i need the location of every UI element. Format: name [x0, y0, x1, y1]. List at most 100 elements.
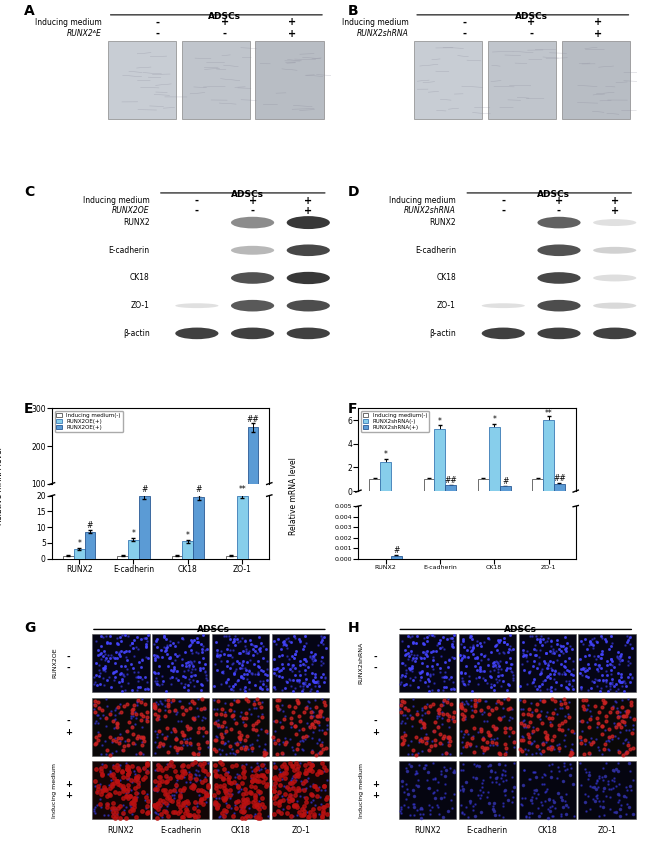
Bar: [183, 541, 193, 559]
Text: H: H: [347, 620, 359, 635]
Bar: [424, 479, 434, 491]
Text: -: -: [529, 29, 533, 39]
Ellipse shape: [231, 246, 274, 254]
Text: Inducing medium: Inducing medium: [83, 197, 150, 205]
Text: E-cadherin: E-cadherin: [109, 246, 150, 254]
Bar: [172, 556, 183, 559]
Text: E-cadherin: E-cadherin: [415, 246, 456, 254]
Text: -: -: [557, 206, 561, 216]
Text: ZO-1: ZO-1: [131, 301, 150, 310]
Bar: [391, 556, 402, 559]
Text: -: -: [156, 29, 160, 39]
Text: E-cadherin: E-cadherin: [161, 825, 202, 835]
Text: B: B: [347, 4, 358, 18]
Text: RUNX2OE: RUNX2OE: [112, 207, 150, 215]
Ellipse shape: [593, 303, 636, 309]
FancyBboxPatch shape: [108, 41, 176, 119]
Ellipse shape: [231, 217, 274, 228]
FancyBboxPatch shape: [399, 698, 456, 756]
Text: #: #: [141, 485, 148, 494]
Bar: [478, 479, 489, 491]
Text: ADSCs: ADSCs: [537, 190, 570, 199]
Text: -: -: [250, 206, 255, 216]
Text: RUNX2: RUNX2: [414, 825, 441, 835]
FancyBboxPatch shape: [414, 41, 482, 119]
Text: D: D: [347, 186, 359, 199]
Text: E: E: [24, 403, 34, 416]
FancyBboxPatch shape: [92, 762, 150, 820]
Bar: [543, 420, 554, 491]
Bar: [489, 427, 500, 491]
Text: -: -: [462, 29, 466, 39]
Bar: [193, 497, 204, 559]
FancyBboxPatch shape: [399, 634, 456, 692]
FancyBboxPatch shape: [272, 698, 329, 756]
Text: ##: ##: [246, 415, 259, 425]
Text: *: *: [492, 415, 496, 425]
FancyBboxPatch shape: [519, 698, 576, 756]
Text: *: *: [438, 417, 442, 426]
Ellipse shape: [538, 300, 580, 311]
Text: +: +: [594, 17, 602, 27]
Ellipse shape: [176, 328, 218, 340]
Bar: [139, 495, 150, 559]
Text: *: *: [131, 529, 135, 538]
FancyBboxPatch shape: [272, 634, 329, 692]
FancyBboxPatch shape: [519, 762, 576, 820]
Bar: [500, 487, 510, 491]
FancyBboxPatch shape: [488, 41, 556, 119]
Text: ADSCs: ADSCs: [208, 12, 241, 21]
Bar: [63, 556, 73, 559]
Text: -: -: [67, 653, 71, 662]
Text: CK18: CK18: [538, 825, 557, 835]
Ellipse shape: [593, 220, 636, 226]
Text: ADSCs: ADSCs: [504, 625, 536, 634]
Bar: [117, 556, 128, 559]
Text: +: +: [555, 196, 563, 206]
Bar: [369, 479, 380, 491]
Text: +: +: [304, 206, 313, 216]
FancyBboxPatch shape: [92, 634, 150, 692]
Text: Inducing medium: Inducing medium: [389, 197, 456, 205]
Bar: [434, 429, 445, 491]
Text: Inducing medium: Inducing medium: [35, 18, 102, 27]
FancyBboxPatch shape: [459, 698, 516, 756]
Text: -: -: [373, 664, 377, 673]
Text: CK18: CK18: [130, 273, 150, 283]
Text: #: #: [502, 477, 508, 486]
Y-axis label: Relative mRNA level: Relative mRNA level: [0, 448, 4, 525]
Bar: [226, 556, 237, 559]
Text: -: -: [195, 206, 199, 216]
Text: ##: ##: [553, 474, 566, 483]
Text: +: +: [248, 196, 257, 206]
Ellipse shape: [287, 244, 330, 256]
Text: +: +: [287, 29, 296, 39]
Text: +: +: [304, 196, 313, 206]
Ellipse shape: [538, 217, 580, 228]
Text: +: +: [220, 17, 229, 27]
Text: RUNX2OE: RUNX2OE: [52, 648, 57, 678]
Text: ZO-1: ZO-1: [437, 301, 456, 310]
FancyBboxPatch shape: [212, 698, 269, 756]
Text: -: -: [373, 717, 377, 726]
Text: -: -: [223, 29, 227, 39]
Text: RUNX2ᴬE: RUNX2ᴬE: [67, 30, 102, 38]
Ellipse shape: [538, 328, 580, 340]
Text: ZO-1: ZO-1: [291, 825, 310, 835]
FancyBboxPatch shape: [578, 698, 636, 756]
Bar: [73, 549, 84, 559]
Text: #: #: [196, 485, 202, 494]
Text: RUNX2: RUNX2: [123, 218, 150, 227]
Bar: [532, 479, 543, 491]
Text: A: A: [24, 4, 35, 18]
Text: C: C: [24, 186, 34, 199]
Text: RUNX2: RUNX2: [108, 825, 135, 835]
Text: +: +: [372, 780, 379, 790]
Text: G: G: [24, 620, 36, 635]
Text: **: **: [239, 485, 246, 494]
Text: -: -: [501, 206, 505, 216]
Legend: Inducing medium(-), RUNX2shRNA(-), RUNX2shRNA(+): Inducing medium(-), RUNX2shRNA(-), RUNX2…: [361, 411, 429, 431]
Bar: [380, 461, 391, 491]
Text: β-actin: β-actin: [123, 328, 150, 338]
Text: Inducing medium: Inducing medium: [359, 762, 364, 818]
